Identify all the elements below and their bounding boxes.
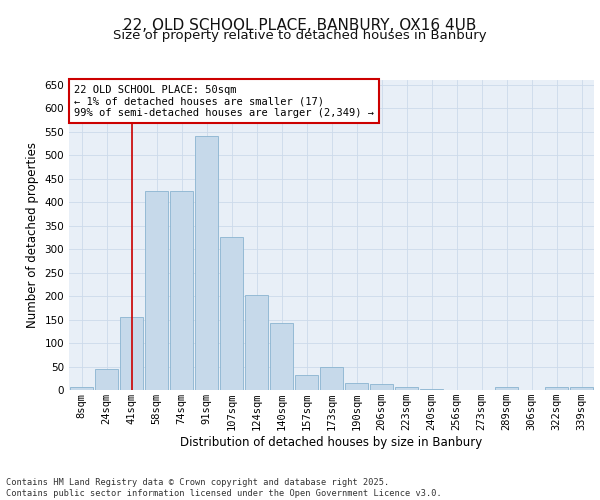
- Bar: [70, 386, 93, 390]
- Bar: [420, 389, 443, 390]
- Text: Contains HM Land Registry data © Crown copyright and database right 2025.
Contai: Contains HM Land Registry data © Crown c…: [6, 478, 442, 498]
- Bar: [320, 366, 343, 390]
- X-axis label: Distribution of detached houses by size in Banbury: Distribution of detached houses by size …: [181, 436, 482, 449]
- Bar: [570, 386, 593, 390]
- Bar: [345, 384, 368, 390]
- Bar: [195, 136, 218, 390]
- Bar: [220, 238, 243, 390]
- Text: Size of property relative to detached houses in Banbury: Size of property relative to detached ho…: [113, 29, 487, 42]
- Text: 22 OLD SCHOOL PLACE: 50sqm
← 1% of detached houses are smaller (17)
99% of semi-: 22 OLD SCHOOL PLACE: 50sqm ← 1% of detac…: [74, 84, 374, 118]
- Bar: [145, 192, 168, 390]
- Bar: [295, 374, 318, 390]
- Bar: [245, 294, 268, 390]
- Text: 22, OLD SCHOOL PLACE, BANBURY, OX16 4UB: 22, OLD SCHOOL PLACE, BANBURY, OX16 4UB: [124, 18, 476, 32]
- Bar: [170, 192, 193, 390]
- Bar: [120, 317, 143, 390]
- Bar: [270, 323, 293, 390]
- Bar: [370, 384, 393, 390]
- Bar: [395, 387, 418, 390]
- Y-axis label: Number of detached properties: Number of detached properties: [26, 142, 39, 328]
- Bar: [95, 369, 118, 390]
- Bar: [495, 387, 518, 390]
- Bar: [545, 386, 568, 390]
